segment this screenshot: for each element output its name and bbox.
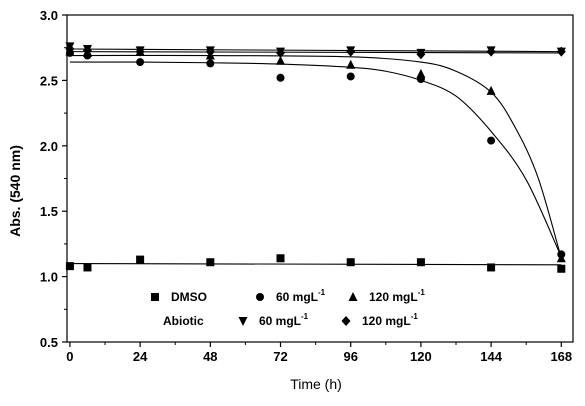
- data-point-diamond: [135, 46, 145, 57]
- data-point-circle: [276, 73, 285, 82]
- x-tick-label: 168: [550, 349, 572, 364]
- fit-curve-square: [69, 262, 562, 266]
- data-point-diamond: [276, 47, 286, 58]
- data-point-square: [206, 258, 215, 267]
- data-point-diamond: [205, 46, 215, 57]
- legend-label: 120 mgL-1: [369, 288, 425, 304]
- legend-label: 120 mgL-1: [362, 312, 418, 328]
- legend-unit-superscript: -1: [318, 288, 326, 297]
- legend-marker-circle: [256, 293, 264, 301]
- data-point-diamond: [416, 49, 426, 60]
- fit-curve-diamond: [69, 51, 562, 54]
- fit-curve-triangle-down: [69, 48, 562, 53]
- axes: 0 24 48 72 96 120 144 168 0.5 1.0 1.5 2.0 2.5 3.0: [40, 8, 574, 364]
- data-point-triangle: [486, 85, 496, 95]
- x-tick-label: 120: [410, 349, 432, 364]
- data-point-diamond: [486, 46, 496, 57]
- fit-curve-triangle: [69, 54, 562, 259]
- legend-unit-superscript: -1: [418, 288, 426, 297]
- legend-marker-square: [151, 293, 159, 301]
- legend: Abiotic DMSO 60 mgL-1 120 mgL-1 60 mgL-1 120 …: [151, 288, 425, 328]
- data-point-circle: [136, 58, 145, 67]
- data-point-triangle: [556, 253, 566, 263]
- legend-unit-superscript: -1: [411, 312, 419, 321]
- x-tick-label: 96: [343, 349, 357, 364]
- data-point-square: [346, 258, 355, 267]
- legend-unit-superscript: -1: [301, 312, 309, 321]
- data-point-square: [276, 254, 285, 263]
- data-point-circle: [346, 72, 355, 81]
- data-point-square: [65, 262, 74, 271]
- data-point-square: [83, 263, 92, 272]
- fit-curves: [69, 48, 562, 266]
- data-markers: [65, 42, 566, 273]
- data-point-diamond: [346, 46, 356, 57]
- x-tick-label: 0: [66, 349, 73, 364]
- legend-label: DMSO: [171, 290, 207, 304]
- data-point-circle: [206, 59, 215, 68]
- y-tick-label: 1.5: [40, 204, 58, 219]
- data-point-triangle: [276, 55, 286, 65]
- y-tick-label: 0.5: [40, 335, 58, 350]
- data-point-diamond: [556, 46, 566, 57]
- data-point-square: [416, 258, 425, 267]
- data-point-square: [557, 264, 566, 273]
- x-tick-label: 72: [273, 349, 287, 364]
- data-point-diamond: [65, 44, 75, 55]
- y-tick-label: 2.0: [40, 139, 58, 154]
- data-point-circle: [487, 136, 496, 145]
- y-tick-label: 3.0: [40, 8, 58, 23]
- x-tick-label: 48: [203, 349, 217, 364]
- legend-abiotic-label: Abiotic: [163, 314, 204, 328]
- x-tick-label: 24: [133, 349, 148, 364]
- y-axis-title: Abs. (540 nm): [7, 145, 23, 237]
- y-tick-label: 2.5: [40, 73, 58, 88]
- legend-label: 60 mgL-1: [276, 288, 326, 304]
- x-axis-title: Time (h): [290, 376, 342, 392]
- legend-marker-triangle-down: [238, 317, 248, 326]
- data-point-diamond: [82, 45, 92, 56]
- data-point-triangle: [416, 68, 426, 78]
- data-point-triangle: [346, 59, 356, 69]
- fit-curve-circle: [69, 61, 562, 258]
- y-tick-label: 1.0: [40, 270, 58, 285]
- data-point-square: [136, 255, 145, 264]
- x-tick-label: 144: [480, 349, 502, 364]
- legend-marker-triangle: [348, 292, 358, 301]
- legend-marker-diamond: [341, 316, 351, 326]
- legend-label: 60 mgL-1: [259, 312, 309, 328]
- data-point-square: [487, 263, 496, 272]
